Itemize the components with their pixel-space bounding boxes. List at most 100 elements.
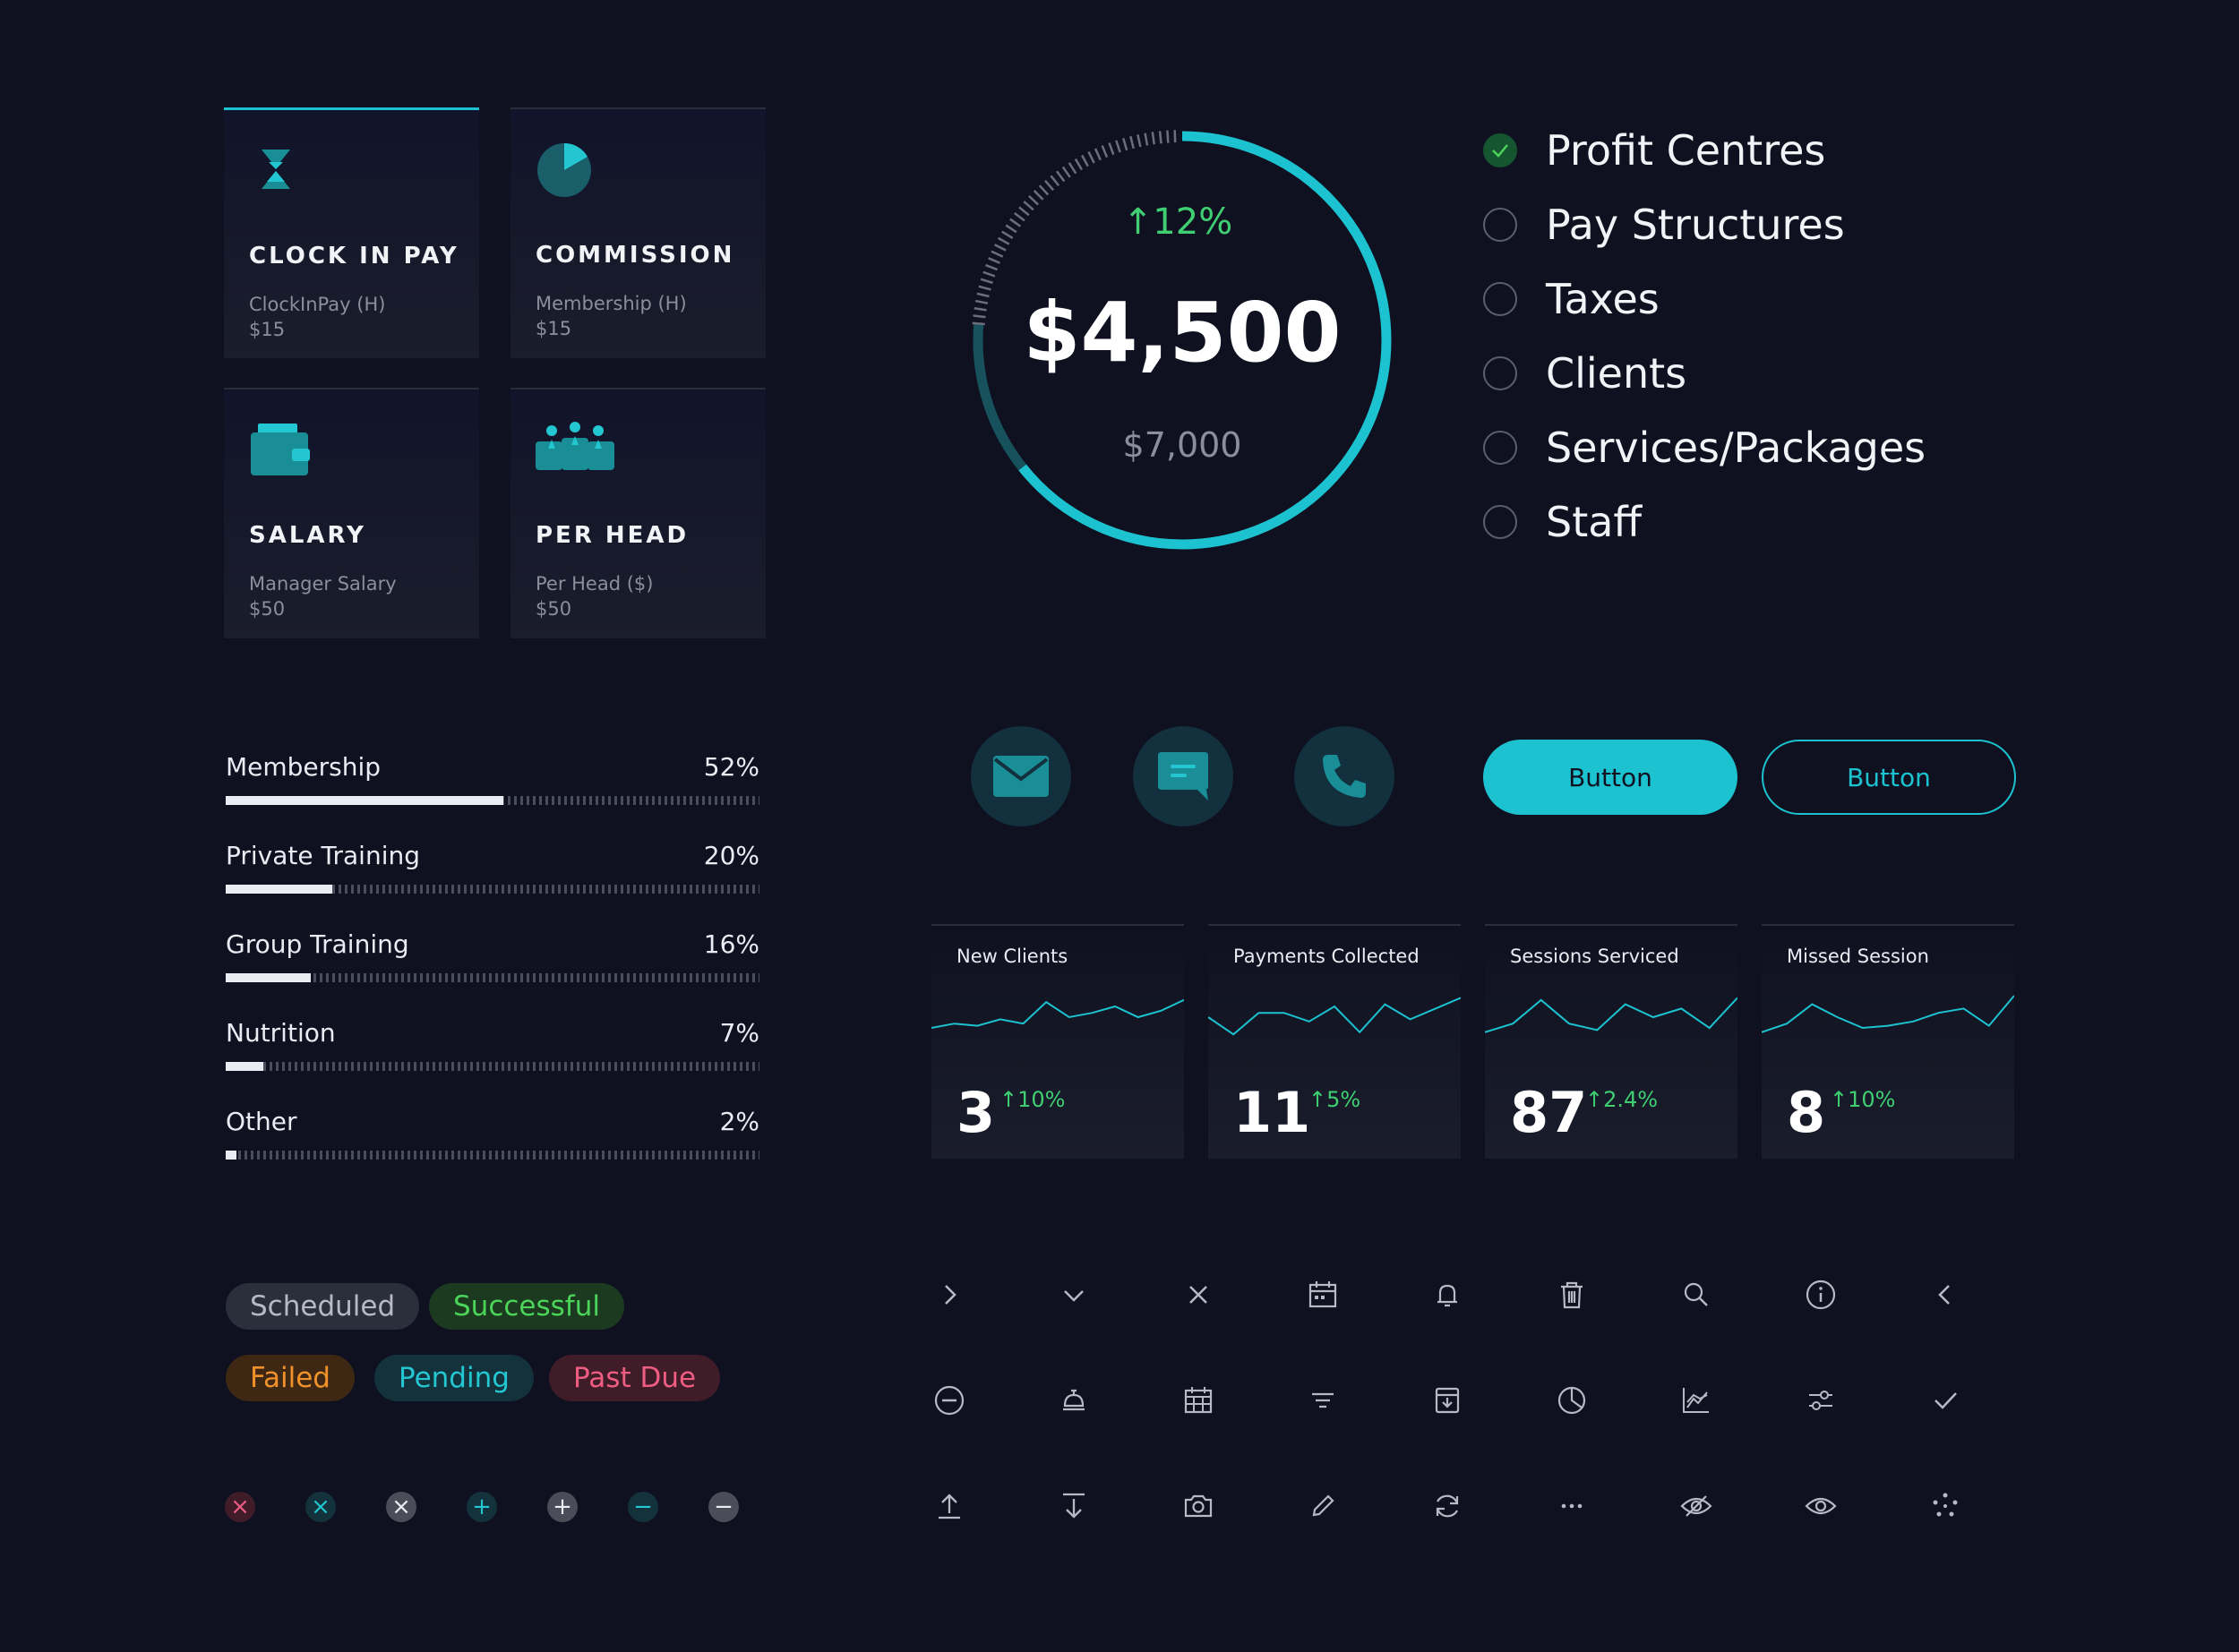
download-icon[interactable]	[1056, 1488, 1092, 1524]
refresh-icon[interactable]	[1429, 1488, 1465, 1524]
sparkline	[1762, 995, 2014, 1033]
pay-type-card-clock-in[interactable]: CLOCK IN PAY ClockInPay (H) $15	[224, 107, 479, 358]
checklist-item[interactable]: Taxes	[1483, 272, 1660, 326]
minus-circle-grey-icon[interactable]: −	[708, 1492, 739, 1522]
checklist-item[interactable]: Clients	[1483, 347, 1686, 400]
mail-button[interactable]	[971, 726, 1071, 826]
chat-button[interactable]	[1133, 726, 1233, 826]
group-icon	[536, 422, 614, 475]
progress-track	[226, 973, 759, 982]
gauge-value: $4,500	[1023, 285, 1342, 381]
check-radio[interactable]	[1483, 356, 1517, 390]
badge-pending: Pending	[374, 1355, 534, 1401]
bell-icon[interactable]	[1429, 1277, 1465, 1313]
close-circle-red-icon[interactable]: ×	[225, 1492, 255, 1522]
eye-icon[interactable]	[1803, 1488, 1839, 1524]
progress-label: Nutrition	[226, 1018, 336, 1048]
close-circle-grey-icon[interactable]: ×	[386, 1492, 416, 1522]
progress-label: Private Training	[226, 841, 420, 870]
chevron-right-icon[interactable]	[931, 1277, 967, 1313]
gauge-tick	[1033, 190, 1044, 201]
stat-change: ↑2.4%	[1585, 1087, 1659, 1112]
progress-value: 7%	[719, 1018, 759, 1048]
gauge-tick	[974, 299, 989, 304]
revenue-gauge-ring	[972, 130, 1392, 550]
chevron-left-icon[interactable]	[1927, 1277, 1963, 1313]
sliders-icon[interactable]	[1803, 1382, 1839, 1418]
stat-card-payments-collected[interactable]: Payments Collected 11 ↑5%	[1208, 924, 1461, 1159]
search-icon[interactable]	[1678, 1277, 1714, 1313]
filter-icon[interactable]	[1305, 1382, 1341, 1418]
checklist-label: Services/Packages	[1546, 424, 1926, 472]
pay-type-title: CLOCK IN PAY	[249, 243, 459, 270]
sparkline-path	[1762, 995, 2014, 1033]
gauge-tick	[991, 250, 1004, 258]
upload-icon[interactable]	[931, 1488, 967, 1524]
badge-past-due: Past Due	[549, 1355, 721, 1401]
stat-card-new-clients[interactable]: New Clients 3 ↑10%	[931, 924, 1184, 1159]
checklist-label: Pay Structures	[1546, 201, 1845, 249]
secondary-button[interactable]: Button	[1762, 740, 2016, 815]
gauge-tick	[1137, 134, 1142, 148]
check-radio-checked[interactable]	[1483, 133, 1517, 167]
gauge-tick	[997, 236, 1010, 245]
service-bell-icon[interactable]	[1056, 1382, 1092, 1418]
plus-circle-teal-icon[interactable]: +	[467, 1492, 497, 1522]
camera-icon[interactable]	[1180, 1488, 1216, 1524]
phone-icon	[1323, 755, 1366, 798]
sparkline-path	[1208, 997, 1461, 1036]
archive-icon[interactable]	[1429, 1382, 1465, 1418]
gauge-tick	[1023, 201, 1034, 211]
wallet-icon	[249, 422, 310, 475]
revenue-gauge	[958, 116, 1406, 564]
info-icon[interactable]	[1803, 1277, 1839, 1313]
check-radio[interactable]	[1483, 431, 1517, 465]
badge-successful: Successful	[429, 1283, 624, 1330]
stat-card-missed-session[interactable]: Missed Session 8 ↑10%	[1762, 924, 2014, 1159]
pay-type-subtitle: ClockInPay (H)	[249, 294, 386, 315]
pay-type-card-per-head[interactable]: PER HEAD Per Head ($) $50	[510, 388, 766, 638]
checklist-item[interactable]: Services/Packages	[1483, 421, 1926, 475]
edit-icon[interactable]	[1305, 1488, 1341, 1524]
plus-circle-grey-icon[interactable]: +	[547, 1492, 578, 1522]
gauge-tick	[1038, 184, 1050, 196]
checklist-label: Profit Centres	[1546, 126, 1826, 175]
gauge-remaining-arc	[973, 131, 1392, 550]
stat-label: Payments Collected	[1233, 946, 1420, 967]
check-radio[interactable]	[1483, 208, 1517, 242]
gauge-target: $7,000	[1122, 425, 1242, 465]
checklist-label: Clients	[1546, 349, 1687, 398]
sparkline	[1485, 997, 1737, 1033]
check-radio[interactable]	[1483, 505, 1517, 539]
stat-change: ↑5%	[1308, 1087, 1361, 1112]
calendar-icon[interactable]	[1305, 1277, 1341, 1313]
pie-icon[interactable]	[1554, 1382, 1590, 1418]
pay-type-card-commission[interactable]: COMMISSION Membership (H) $15	[510, 107, 766, 358]
gauge-tick	[972, 321, 985, 326]
progress-value: 52%	[703, 752, 759, 782]
calendar-grid-icon[interactable]	[1180, 1382, 1216, 1418]
checklist-item[interactable]: Staff	[1483, 495, 1642, 549]
gauge-tick	[1061, 166, 1071, 178]
line-chart-icon[interactable]	[1678, 1382, 1714, 1418]
pay-type-title: COMMISSION	[536, 242, 735, 269]
check-radio[interactable]	[1483, 282, 1517, 316]
primary-button[interactable]: Button	[1483, 740, 1737, 815]
checklist-item[interactable]: Profit Centres	[1483, 124, 1825, 177]
check-icon[interactable]	[1927, 1382, 1963, 1418]
stat-label: Sessions Serviced	[1510, 946, 1679, 967]
close-circle-teal-icon[interactable]: ×	[305, 1492, 336, 1522]
checklist-label: Taxes	[1546, 275, 1660, 323]
minus-circle-icon[interactable]	[931, 1382, 967, 1418]
stat-card-sessions-serviced[interactable]: Sessions Serviced 87 ↑2.4%	[1485, 924, 1737, 1159]
checklist-item[interactable]: Pay Structures	[1483, 198, 1845, 252]
pay-type-card-salary[interactable]: SALARY Manager Salary $50	[224, 388, 479, 638]
close-icon[interactable]	[1180, 1277, 1216, 1313]
minus-circle-teal-icon[interactable]: −	[628, 1492, 658, 1522]
chevron-down-icon[interactable]	[1056, 1277, 1092, 1313]
eye-off-icon[interactable]	[1678, 1488, 1714, 1524]
more-icon[interactable]	[1554, 1488, 1590, 1524]
phone-button[interactable]	[1294, 726, 1394, 826]
progress-fill	[226, 1062, 263, 1071]
trash-icon[interactable]	[1554, 1277, 1590, 1313]
